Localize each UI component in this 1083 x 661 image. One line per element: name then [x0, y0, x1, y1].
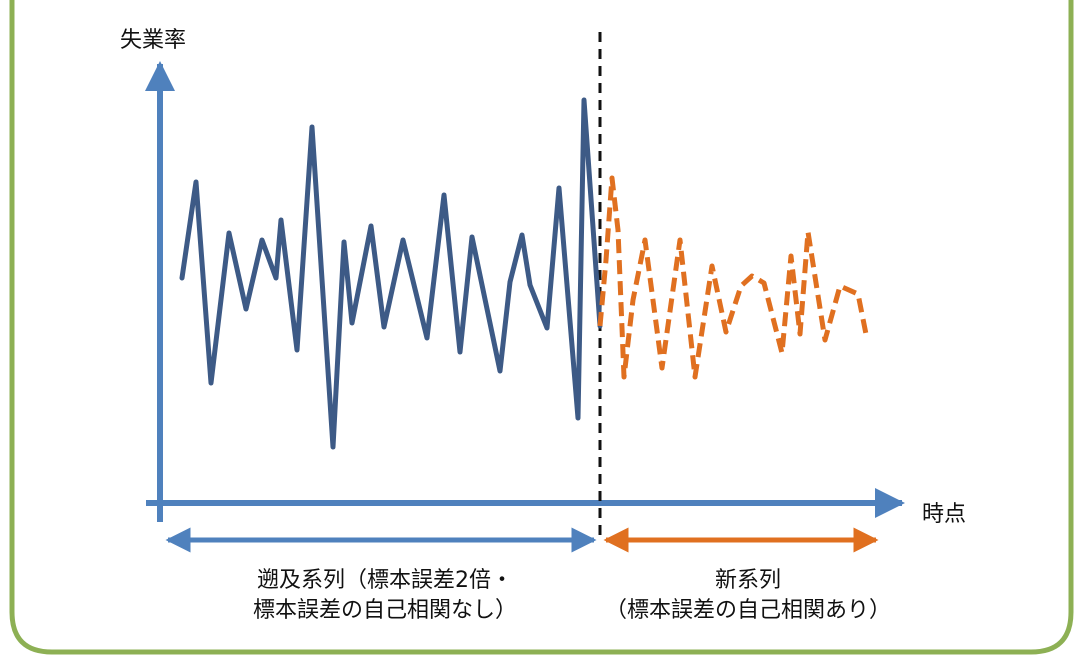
new-series-line [597, 175, 869, 380]
x-axis-label: 時点 [922, 502, 967, 527]
y-axis-label: 失業率 [120, 28, 187, 53]
new-span-label: 新系列 （標本誤差の自己相関あり） [568, 566, 928, 626]
new-span-label-line1: 新系列 [714, 568, 781, 593]
retroactive-span-label-line2: 標本誤差の自己相関なし） [252, 598, 517, 623]
retroactive-span-label-line1: 遡及系列（標本誤差2倍・ [257, 568, 513, 593]
new-span-label-line2: （標本誤差の自己相関あり） [604, 598, 891, 623]
retroactive-series-line [179, 97, 603, 450]
panel-frame [9, 0, 1074, 655]
retroactive-span-label: 遡及系列（標本誤差2倍・ 標本誤差の自己相関なし） [205, 566, 565, 626]
